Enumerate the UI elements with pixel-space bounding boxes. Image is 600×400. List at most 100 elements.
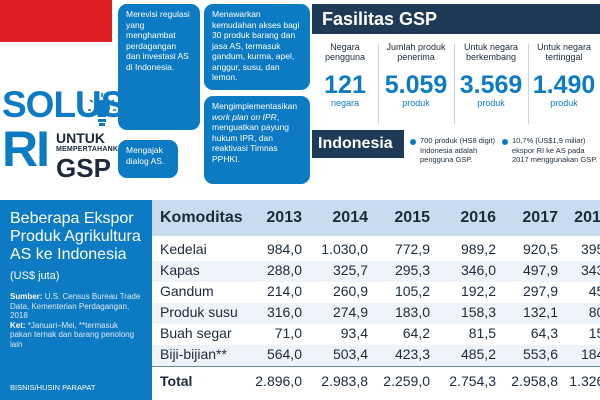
cell-2015: 105,2 (394, 283, 430, 299)
cell-2014: 325,7 (332, 262, 368, 278)
stat-divider (528, 44, 529, 124)
table-row: Gandum 214,0 260,9 105,2 192,2 297,9 45,7 (152, 282, 600, 303)
stat-unit: produk (402, 98, 430, 108)
cell-2014: 93,4 (340, 325, 368, 341)
header-2018: 2018* (574, 209, 600, 226)
cell-2018: 395,5 (580, 241, 600, 257)
row-name: Gandum (160, 283, 214, 299)
bubble-ipr-text: Mengimplementasikan work plan on IPR, me… (212, 101, 298, 164)
cell-2015: 772,9 (394, 241, 430, 257)
stat-jumlah-produk: Jumlah produk penerima 5.059 produk (378, 34, 454, 130)
row-name: Buah segar (160, 325, 232, 341)
header-2017: 2017 (522, 209, 558, 226)
indonesia-note-2: 10,7% (US$1,9 miliar) ekspor RI ke AS pa… (512, 136, 598, 164)
cell-2016: 2.754,3 (449, 373, 496, 389)
cell-2013: 316,0 (266, 304, 302, 320)
source-text: U.S. Census Bureau Trade Data, Kementeri… (10, 292, 141, 320)
stat-label: Untuk negara tertinggal (536, 42, 592, 62)
cell-2018: 45,7 (588, 283, 600, 299)
indonesia-title: Indonesia (312, 130, 404, 158)
bubble-akses-produk: Menawarkan kemudahan akses bagi 30 produ… (204, 4, 310, 90)
bubble-revisi-regulasi: Merevisi regulasi yang menghambat perdag… (118, 4, 200, 130)
row-name: Biji-bijian** (160, 346, 227, 362)
stat-label: Untuk negara berkembang (463, 42, 519, 62)
stat-negara-pengguna: Negara pengguna 121 negara (312, 34, 378, 130)
cell-2014: 503,4 (332, 346, 368, 362)
cell-2014: 1.030,0 (321, 241, 368, 257)
cell-2013: 214,0 (266, 283, 302, 299)
row-name: Produk susu (160, 304, 238, 320)
stat-divider (378, 44, 379, 124)
row-name: Kapas (160, 262, 200, 278)
cell-2013: 288,0 (266, 262, 302, 278)
indonesia-note-1: 700 produk (HS8 digit) Indonesia adalah … (420, 136, 496, 164)
cell-2016: 485,2 (460, 346, 496, 362)
cell-2017: 2.958,8 (511, 373, 558, 389)
row-name: Total (160, 373, 193, 389)
cell-2014: 274,9 (332, 304, 368, 320)
cell-2018: 184,9 (580, 346, 600, 362)
stat-value: 5.059 (384, 71, 448, 99)
credit: BISNIS/HUSIN PARAPAT (10, 383, 96, 392)
cell-2016: 989,2 (460, 241, 496, 257)
cell-2013: 564,0 (266, 346, 302, 362)
cell-2016: 158,3 (460, 304, 496, 320)
cell-2017: 920,5 (522, 241, 558, 257)
header-komoditas: Komoditas (160, 209, 243, 226)
export-table: Komoditas 2013 2014 2015 2016 2017 2018*… (152, 200, 600, 400)
title-untuk: UNTUK (56, 130, 105, 146)
cell-2018: 15,5 (588, 325, 600, 341)
cell-2015: 2.259,0 (383, 373, 430, 389)
table-row: Biji-bijian** 564,0 503,4 423,3 485,2 553,6 18… (152, 345, 600, 366)
row-name: Kedelai (160, 241, 207, 257)
stat-unit: produk (550, 98, 578, 108)
gsp-stats: Negara pengguna 121 negara Jumlah produk… (312, 34, 600, 130)
cell-2013: 984,0 (266, 241, 302, 257)
title-gsp: GSP (56, 153, 111, 183)
ket-label: Ket: (10, 320, 26, 330)
bubble-ipr: Mengimplementasikan work plan on IPR, me… (204, 96, 310, 184)
cell-2016: 192,2 (460, 283, 496, 299)
total-divider (152, 366, 600, 367)
table-row: Kapas 288,0 325,7 295,3 346,0 497,9 343,2 (152, 261, 600, 282)
cell-2017: 132,1 (522, 304, 558, 320)
cell-2015: 423,3 (394, 346, 430, 362)
bullet-dot-icon (410, 139, 416, 145)
title-solusi: SOLUSI (2, 84, 135, 125)
cell-2014: 2.983,8 (321, 373, 368, 389)
stat-value: 1.490 (532, 71, 596, 99)
cell-2018: 343,2 (580, 262, 600, 278)
table-row: Produk susu 316,0 274,9 183,0 158,3 132,1 80,0 (152, 303, 600, 324)
gsp-title: Fasilitas GSP (312, 4, 600, 34)
flag-red-stripe (0, 0, 112, 42)
title-ri: RI (2, 121, 50, 177)
info-source: Sumber: U.S. Census Bureau Trade Data, K… (10, 292, 142, 349)
cell-2016: 346,0 (460, 262, 496, 278)
info-unit: (US$ juta) (10, 270, 60, 282)
stat-label: Jumlah produk penerima (386, 42, 446, 62)
cell-2018: 1.326,6 (569, 373, 600, 389)
stat-value: 3.569 (459, 71, 523, 99)
stat-unit: negara (330, 98, 360, 108)
bullet-dot-icon (502, 139, 508, 145)
table-row: Kedelai 984,0 1.030,0 772,9 989,2 920,5 395,5 (152, 240, 600, 261)
header-2016: 2016 (460, 209, 496, 226)
stat-negara-berkembang: Untuk negara berkembang 3.569 produk (454, 34, 528, 130)
table-header: Komoditas 2013 2014 2015 2016 2017 2018* (152, 200, 600, 236)
cell-2015: 64,2 (402, 325, 430, 341)
table-row-total: Total 2.896,0 2.983,8 2.259,0 2.754,3 2.… (152, 372, 600, 393)
cell-2017: 297,9 (522, 283, 558, 299)
title-mempertahankan: MEMPERTAHANKAN (56, 146, 129, 153)
cell-2017: 497,9 (522, 262, 558, 278)
table-row: Buah segar 71,0 93,4 64,2 81,5 64,3 15,5 (152, 324, 600, 345)
stat-unit: produk (477, 98, 505, 108)
indonesia-flag (0, 0, 112, 84)
header-2013: 2013 (266, 209, 302, 226)
stat-divider (454, 44, 455, 124)
cell-2016: 81,5 (468, 325, 496, 341)
flag-white-stripe (0, 42, 112, 84)
source-label: Sumber: (10, 292, 43, 301)
lightbulb-icon (88, 93, 116, 126)
header-2015: 2015 (394, 209, 430, 226)
ket-text: *Januari–Mei, **termasuk pakan ternak da… (10, 320, 135, 349)
